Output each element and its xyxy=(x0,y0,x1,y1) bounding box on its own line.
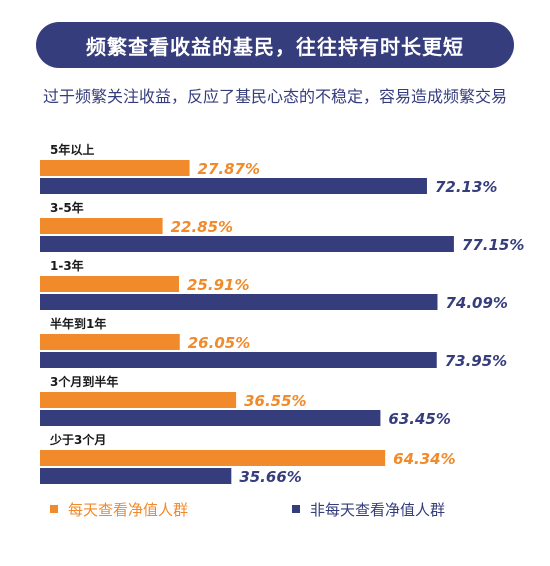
bar-non-daily xyxy=(40,468,232,484)
data-label-non-daily: 35.66% xyxy=(239,468,301,486)
data-label-daily: 64.34% xyxy=(393,450,455,468)
category-label: 5年以上 xyxy=(50,142,94,157)
data-label-non-daily: 73.95% xyxy=(445,352,507,370)
data-label-non-daily: 77.15% xyxy=(462,236,524,254)
category-label: 3个月到半年 xyxy=(50,374,118,389)
bar-non-daily xyxy=(40,352,437,368)
bar-non-daily xyxy=(40,236,454,252)
category-label: 半年到1年 xyxy=(50,316,106,331)
data-label-non-daily: 63.45% xyxy=(388,410,450,428)
data-label-daily: 27.87% xyxy=(198,160,260,178)
legend-label-non-daily: 非每天查看净值人群 xyxy=(310,500,446,519)
data-label-non-daily: 74.09% xyxy=(445,294,507,312)
chart-subtitle: 过于频繁关注收益，反应了基民心态的不稳定，容易造成频繁交易 xyxy=(43,87,508,106)
data-label-non-daily: 72.13% xyxy=(435,178,497,196)
title-banner: 频繁查看收益的基民，往往持有时长更短 xyxy=(36,22,514,68)
bar-non-daily xyxy=(40,410,381,426)
bar-daily xyxy=(40,392,237,408)
bar-non-daily xyxy=(40,178,427,194)
bar-daily xyxy=(40,218,163,234)
legend-item-non-daily: 非每天查看净值人群 xyxy=(292,497,445,521)
category-label: 少于3个月 xyxy=(49,432,106,447)
data-label-daily: 25.91% xyxy=(187,276,249,294)
legend-item-daily: 每天查看净值人群 xyxy=(50,497,188,521)
data-label-daily: 36.55% xyxy=(244,392,306,410)
bar-non-daily xyxy=(40,294,438,310)
legend-swatch-orange xyxy=(50,505,58,513)
category-label: 3-5年 xyxy=(50,200,84,215)
bar-daily xyxy=(40,160,190,176)
legend-swatch-navy xyxy=(292,505,300,513)
bar-daily xyxy=(40,450,386,466)
legend-label-daily: 每天查看净值人群 xyxy=(68,500,189,519)
data-label-daily: 26.05% xyxy=(188,334,250,352)
bar-daily xyxy=(40,276,180,292)
category-label: 1-3年 xyxy=(50,258,84,273)
chart-title: 频繁查看收益的基民，往往持有时长更短 xyxy=(86,34,464,59)
data-label-daily: 22.85% xyxy=(171,218,233,236)
bar-daily xyxy=(40,334,180,350)
